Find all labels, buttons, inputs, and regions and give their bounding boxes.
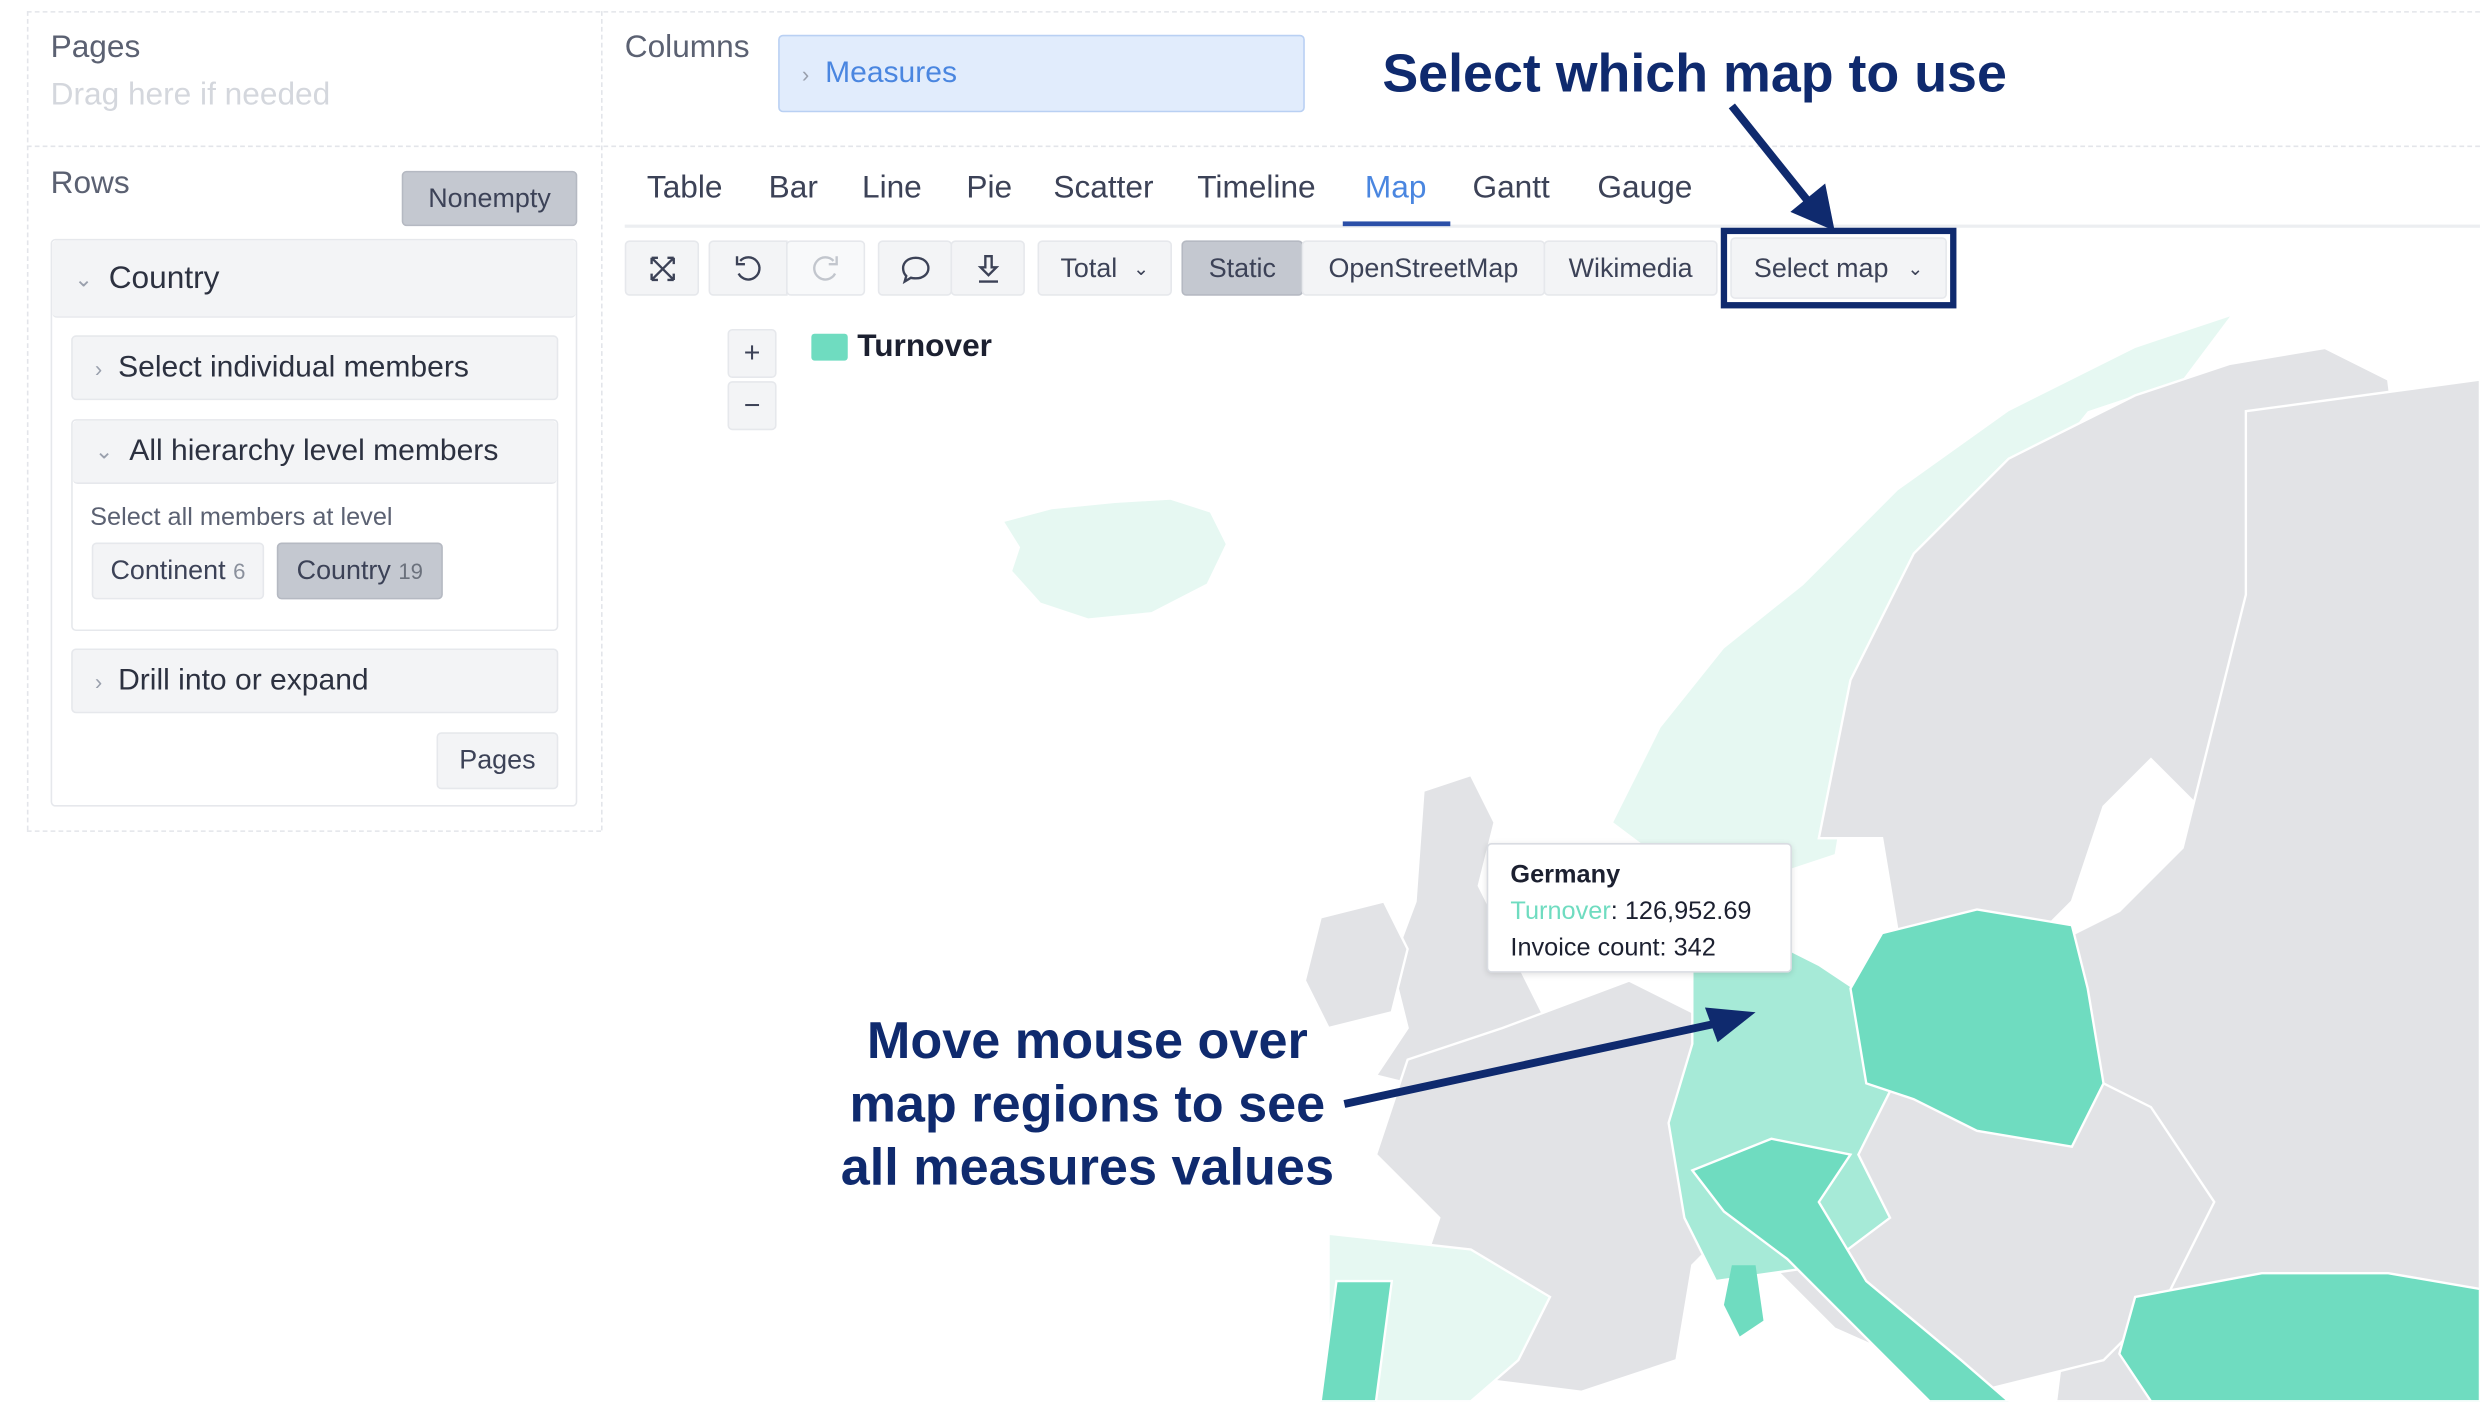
divider bbox=[26, 11, 2480, 13]
fullscreen-icon bbox=[649, 255, 675, 281]
level-country-button[interactable]: Country 19 bbox=[276, 542, 443, 600]
legend-turnover[interactable]: Turnover bbox=[857, 328, 992, 364]
level-name: Country bbox=[296, 555, 391, 586]
total-label: Total bbox=[1060, 252, 1118, 283]
level-continent-button[interactable]: Continent 6 bbox=[91, 542, 265, 600]
pages-label: Pages bbox=[50, 30, 141, 65]
arrow-head bbox=[1704, 1007, 1756, 1043]
zoom-in-button[interactable]: + bbox=[727, 328, 777, 379]
divider bbox=[601, 11, 603, 831]
tab-pie[interactable]: Pie bbox=[966, 170, 1013, 206]
tab-gantt[interactable]: Gantt bbox=[1472, 170, 1550, 206]
zoom-out-button[interactable]: − bbox=[727, 381, 777, 431]
download-icon bbox=[976, 254, 999, 282]
map-region-sardinia bbox=[1723, 1265, 1764, 1337]
annotation-arrow bbox=[1343, 1016, 1733, 1108]
annotation-bottom: Move mouse over map regions to see all m… bbox=[791, 1009, 1384, 1199]
total-select[interactable]: Total ⌄ bbox=[1037, 240, 1172, 296]
level-count: 6 bbox=[233, 558, 246, 584]
select-all-label: Select all members at level bbox=[90, 504, 393, 532]
country-panel: ⌄ Country › Select individual members ⌄ … bbox=[50, 238, 578, 807]
tab-timeline[interactable]: Timeline bbox=[1197, 170, 1316, 206]
select-individual-members[interactable]: › Select individual members bbox=[71, 335, 559, 401]
country-header[interactable]: ⌄ Country bbox=[52, 240, 576, 318]
undo-icon bbox=[735, 255, 761, 280]
map-region-iceland bbox=[1004, 499, 1226, 619]
select-map-dropdown[interactable]: Select map ⌄ bbox=[1730, 237, 1947, 299]
pages-button[interactable]: Pages bbox=[436, 732, 559, 790]
tooltip-value: : 126,952.69 bbox=[1610, 898, 1752, 926]
chevron-down-icon: ⌄ bbox=[1907, 257, 1924, 280]
download-button[interactable] bbox=[950, 240, 1025, 296]
pages-drop-zone[interactable]: Drag here if needed bbox=[50, 77, 331, 113]
tab-table[interactable]: Table bbox=[646, 170, 723, 206]
select-map-label: Select map bbox=[1753, 252, 1889, 283]
measures-chip[interactable]: › Measures bbox=[778, 34, 1305, 113]
map-region-portugal bbox=[1319, 1279, 1394, 1402]
tooltip-invoice-count: Invoice count: 342 bbox=[1510, 934, 1716, 962]
divider bbox=[26, 145, 2480, 148]
chevron-down-icon: ⌄ bbox=[74, 264, 93, 291]
legend-swatch bbox=[811, 333, 848, 361]
openstreetmap-mode-button[interactable]: OpenStreetMap bbox=[1301, 240, 1546, 296]
map-region-ireland bbox=[1303, 900, 1409, 1030]
tooltip-title: Germany bbox=[1510, 861, 1621, 889]
redo-icon bbox=[813, 255, 838, 280]
fullscreen-button[interactable] bbox=[624, 240, 700, 296]
chevron-down-icon: ⌄ bbox=[1133, 257, 1150, 280]
chevron-right-icon: › bbox=[94, 355, 103, 381]
annotation-line: all measures values bbox=[840, 1137, 1334, 1196]
comment-icon bbox=[901, 255, 929, 284]
wikimedia-mode-button[interactable]: Wikimedia bbox=[1543, 240, 1718, 296]
chevron-right-icon: › bbox=[801, 60, 810, 87]
all-hierarchy-section: ⌄ All hierarchy level members Select all… bbox=[71, 419, 559, 632]
tab-scatter[interactable]: Scatter bbox=[1053, 170, 1154, 206]
columns-label: Columns bbox=[624, 30, 750, 65]
tab-gauge[interactable]: Gauge bbox=[1597, 170, 1693, 206]
section-label: Drill into or expand bbox=[118, 663, 369, 697]
comment-button[interactable] bbox=[877, 240, 953, 296]
divider bbox=[26, 11, 29, 831]
annotation-top: Select which map to use bbox=[1382, 44, 2007, 105]
section-label: Select individual members bbox=[118, 350, 469, 384]
dimension-name: Country bbox=[108, 260, 220, 295]
rows-label: Rows bbox=[50, 166, 130, 201]
drill-into-expand[interactable]: › Drill into or expand bbox=[71, 648, 559, 714]
map-tooltip: Germany Turnover: 126,952.69 Invoice cou… bbox=[1486, 842, 1792, 973]
tab-map[interactable]: Map bbox=[1364, 170, 1427, 206]
annotation-line: Move mouse over bbox=[866, 1010, 1308, 1070]
map-region-poland bbox=[1849, 908, 2105, 1148]
redo-button[interactable] bbox=[786, 240, 866, 296]
chevron-right-icon: › bbox=[94, 668, 103, 694]
tabs-divider bbox=[624, 224, 2480, 228]
nonempty-button[interactable]: Nonempty bbox=[401, 170, 578, 227]
static-mode-button[interactable]: Static bbox=[1181, 240, 1304, 296]
divider bbox=[26, 830, 602, 832]
map-region-turkey bbox=[2118, 1272, 2480, 1402]
level-count: 19 bbox=[398, 558, 423, 584]
active-tab-indicator bbox=[1342, 221, 1451, 227]
all-hierarchy-header[interactable]: ⌄ All hierarchy level members bbox=[72, 420, 557, 484]
europe-map[interactable] bbox=[949, 316, 2480, 1402]
section-label: All hierarchy level members bbox=[129, 434, 499, 468]
tab-bar[interactable]: Bar bbox=[768, 170, 818, 206]
annotation-line: map regions to see bbox=[849, 1073, 1326, 1133]
undo-button[interactable] bbox=[708, 240, 788, 296]
annotation-highlight-box bbox=[1720, 227, 1957, 309]
annotation-arrow-top bbox=[1728, 103, 1835, 231]
level-name: Continent bbox=[110, 555, 226, 586]
chevron-down-icon: ⌄ bbox=[94, 438, 114, 464]
tooltip-measure: Turnover bbox=[1510, 898, 1611, 926]
tab-line[interactable]: Line bbox=[861, 170, 922, 206]
measures-label: Measures bbox=[825, 56, 958, 90]
map-region-italy bbox=[1690, 1137, 2011, 1402]
